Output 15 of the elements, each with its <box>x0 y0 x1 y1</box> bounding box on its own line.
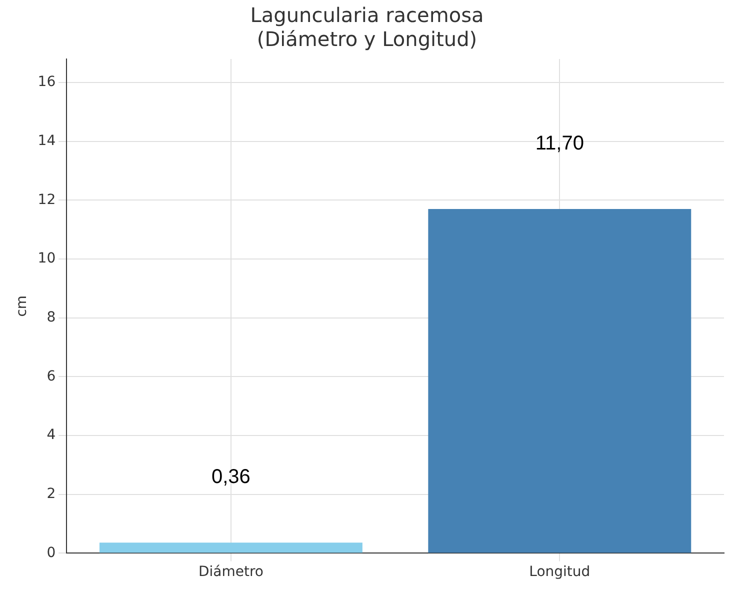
data-label: 11,70 <box>535 132 584 155</box>
y-tick-label: 10 <box>38 250 56 267</box>
y-axis-title: cm <box>14 295 30 317</box>
data-label: 0,36 <box>211 466 250 488</box>
y-tick-label: 12 <box>38 192 56 208</box>
x-tick-label: Longitud <box>529 564 590 580</box>
y-tick-label: 8 <box>46 310 56 326</box>
y-tick-label: 2 <box>46 486 56 502</box>
y-tick-label: 4 <box>46 427 56 444</box>
x-tick-label: Diámetro <box>198 564 264 580</box>
y-tick-label: 6 <box>46 368 56 384</box>
chart-title: Laguncularia racemosa (Diámetro y Longitud) <box>250 3 484 52</box>
y-tick-label: 0 <box>46 544 56 561</box>
y-tick-label: 14 <box>38 133 56 150</box>
y-tick-label: 16 <box>38 74 56 90</box>
